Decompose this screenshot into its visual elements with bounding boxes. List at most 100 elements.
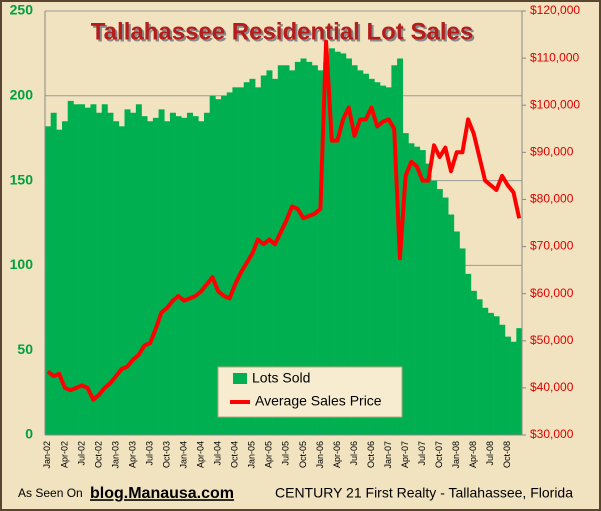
bar bbox=[50, 112, 57, 435]
legend-swatch bbox=[233, 373, 247, 384]
bar bbox=[232, 87, 239, 435]
bar bbox=[289, 70, 296, 436]
x-tick-label: Jul-07 bbox=[417, 441, 427, 466]
y-tick-label: 250 bbox=[10, 2, 34, 18]
y2-tick-label: $110,000 bbox=[530, 50, 579, 64]
bar bbox=[328, 48, 335, 435]
x-tick-label: Jan-05 bbox=[247, 441, 257, 469]
legend-box bbox=[217, 366, 403, 418]
bar bbox=[311, 65, 318, 435]
x-tick-label: Apr-05 bbox=[264, 441, 274, 468]
bar bbox=[294, 61, 301, 435]
y-tick-label: 200 bbox=[10, 87, 34, 103]
y2-tick-label: $40,000 bbox=[530, 380, 574, 394]
bar bbox=[374, 82, 381, 436]
plot: 0 50 100 150 200 250 $30,000 $40,000 $50,000 $60,… bbox=[10, 2, 581, 469]
bar bbox=[130, 112, 137, 435]
chart-title: Tallahassee Residential Lot Sales bbox=[91, 18, 473, 45]
bar bbox=[84, 107, 91, 435]
bar bbox=[209, 95, 216, 436]
bar bbox=[113, 121, 120, 436]
y2-tick-label: $100,000 bbox=[530, 97, 580, 111]
bar bbox=[453, 231, 460, 435]
bar bbox=[79, 104, 86, 435]
bar bbox=[192, 116, 199, 435]
y2-tick-label: $70,000 bbox=[530, 239, 574, 253]
bar bbox=[510, 341, 517, 435]
bar bbox=[118, 126, 125, 435]
y-tick-label: 50 bbox=[17, 341, 33, 357]
bar bbox=[380, 85, 387, 436]
bar bbox=[363, 73, 369, 435]
x-tick-label: Oct-05 bbox=[298, 441, 308, 468]
bar bbox=[226, 92, 233, 436]
bar bbox=[96, 112, 103, 435]
y2-tick-label: $120,000 bbox=[530, 3, 580, 17]
bar bbox=[164, 121, 171, 436]
bar bbox=[260, 75, 267, 435]
bar bbox=[493, 316, 500, 435]
y2-tick-label: $80,000 bbox=[530, 192, 574, 206]
bar bbox=[419, 150, 426, 435]
x-tick-label: Jul-05 bbox=[281, 441, 291, 466]
bar bbox=[476, 299, 483, 435]
bar bbox=[402, 133, 409, 435]
x-tick-label: Jan-02 bbox=[42, 441, 52, 469]
bar bbox=[238, 87, 245, 435]
bar bbox=[277, 65, 284, 435]
y-tick-label: 150 bbox=[10, 171, 34, 187]
x-tick-label: Jan-06 bbox=[315, 441, 325, 469]
legend-label: Lots Sold bbox=[252, 370, 310, 386]
y-tick-label: 0 bbox=[25, 426, 33, 442]
bar bbox=[334, 51, 341, 435]
bar bbox=[56, 129, 63, 435]
x-tick-label: Jan-03 bbox=[110, 441, 120, 469]
bar bbox=[323, 61, 330, 435]
bar bbox=[482, 307, 489, 435]
x-tick-label: Apr-07 bbox=[400, 441, 410, 468]
bar bbox=[107, 112, 114, 435]
bar bbox=[448, 214, 455, 435]
y2-tick-label: $50,000 bbox=[530, 333, 574, 347]
bar bbox=[266, 70, 273, 436]
bar bbox=[436, 189, 443, 435]
bar bbox=[169, 112, 176, 435]
bar bbox=[45, 126, 51, 435]
bar bbox=[101, 104, 108, 435]
bar bbox=[300, 58, 307, 435]
y2-tick-label: $90,000 bbox=[530, 145, 574, 159]
footer-prefix: As Seen On bbox=[18, 486, 83, 500]
bar bbox=[408, 143, 415, 435]
x-tick-label: Apr-08 bbox=[468, 441, 478, 468]
price-line bbox=[46, 39, 522, 402]
x-tick-label: Jul-08 bbox=[485, 441, 495, 466]
bar bbox=[283, 65, 290, 435]
bar bbox=[425, 163, 432, 435]
bar bbox=[175, 116, 182, 435]
bar bbox=[198, 121, 205, 436]
bar bbox=[243, 82, 250, 436]
bar bbox=[272, 78, 279, 435]
x-tick-label: Apr-06 bbox=[332, 441, 342, 468]
x-tick-label: Oct-07 bbox=[434, 441, 444, 468]
x-tick-label: Apr-04 bbox=[196, 441, 206, 468]
x-tick-label: Apr-02 bbox=[59, 441, 69, 468]
x-tick-label: Jul-06 bbox=[349, 441, 359, 466]
bar bbox=[255, 87, 262, 435]
x-tick-label: Jan-08 bbox=[451, 441, 461, 469]
bar bbox=[306, 61, 313, 435]
bar bbox=[141, 116, 148, 435]
footer-credit: CENTURY 21 First Realty - Tallahassee, F… bbox=[275, 485, 573, 501]
x-tick-label: Jul-02 bbox=[76, 441, 86, 466]
chart-title-shadow: Tallahassee Residential Lot Sales bbox=[93, 20, 475, 47]
bar bbox=[317, 70, 324, 436]
bar bbox=[221, 95, 228, 436]
bar bbox=[487, 312, 494, 435]
bar bbox=[414, 146, 421, 435]
bar bbox=[152, 117, 159, 436]
bar bbox=[516, 328, 523, 435]
bar bbox=[391, 65, 398, 435]
y2-tick-label: $60,000 bbox=[530, 286, 574, 300]
legend: Lots Sold Average Sales Price bbox=[217, 366, 403, 418]
